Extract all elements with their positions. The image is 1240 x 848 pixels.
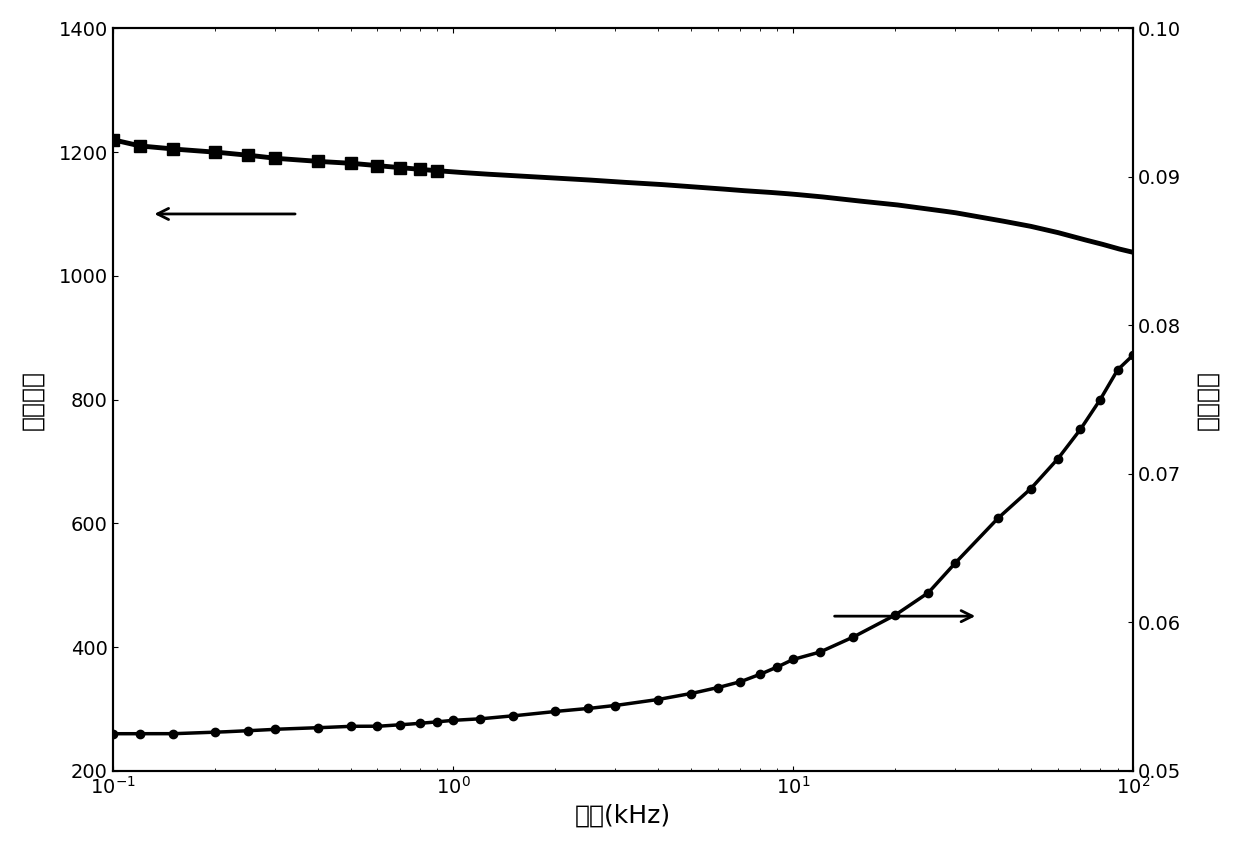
X-axis label: 频率(kHz): 频率(kHz) [575,803,671,827]
Y-axis label: 介电损耗: 介电损耗 [1195,370,1219,430]
Y-axis label: 介电常数: 介电常数 [21,370,45,430]
